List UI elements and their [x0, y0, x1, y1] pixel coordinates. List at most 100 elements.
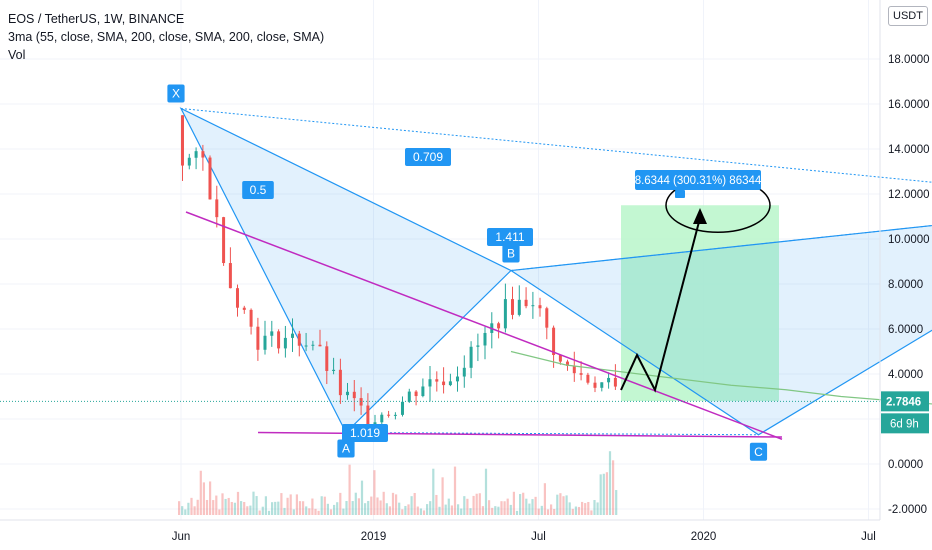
ratio-xb: 0.5 [250, 183, 267, 197]
countdown-label: 6d 9h [890, 418, 919, 430]
price-axis[interactable]: 18.0000 16.0000 14.0000 12.0000 10.0000 8.000… [879, 0, 930, 520]
candle-body [263, 335, 267, 350]
volume-bar [385, 503, 388, 515]
volume-bar [181, 506, 184, 515]
volume-bar [608, 451, 612, 515]
ac-dotted-line [345, 432, 759, 436]
volume-bar [202, 482, 205, 515]
volume-bar [568, 502, 571, 515]
volume-bar [320, 496, 323, 515]
time-tick: 2020 [691, 531, 717, 543]
pattern-labels[interactable]: X A B C 0.5 0.709 1.411 1.019 8.6344 (300.31%) 8… [167, 84, 768, 461]
price-tick: 6.0000 [888, 324, 923, 336]
volume-bar [289, 494, 292, 515]
ratio-ac: 1.019 [350, 426, 380, 440]
volume-bar [522, 492, 525, 515]
volume-bar [190, 497, 193, 515]
volume-bar [336, 502, 339, 515]
volume-bar [187, 502, 190, 515]
volume-bar [559, 493, 562, 515]
volume-bar [515, 510, 519, 515]
volume-bar [401, 509, 404, 515]
candle-body [407, 391, 411, 402]
volume-bar [277, 501, 280, 515]
volume-bar [351, 501, 354, 515]
volume-bar [422, 510, 426, 515]
point-label-a: A [342, 442, 350, 456]
descending-trendline [185, 211, 783, 440]
volume-bar [438, 506, 441, 515]
volume-bar [233, 502, 236, 515]
volume-bar [432, 468, 435, 515]
point-label-x: X [172, 87, 180, 101]
current-price-label: 2.7846 [886, 396, 921, 408]
volume-bar [280, 493, 283, 515]
candle-body [476, 345, 480, 347]
volume-bar [221, 493, 224, 515]
volume-bar [317, 510, 320, 515]
candle-body [558, 355, 562, 362]
candle-body [517, 299, 521, 315]
candle-body [524, 299, 528, 307]
volume-bar [497, 506, 500, 515]
volume-bar [398, 502, 401, 515]
volume-bar [407, 504, 410, 515]
volume-bar [379, 500, 382, 515]
volume-bar [267, 510, 271, 515]
chart-legend: EOS / TetherUS, 1W, BINANCE 3ma (55, clo… [8, 10, 324, 64]
volume-legend[interactable]: Vol [8, 48, 26, 62]
volume-bar [593, 500, 596, 515]
candle-body [442, 381, 446, 386]
volume-bar [314, 508, 317, 515]
candle-body [338, 369, 342, 396]
volume-bar [410, 496, 413, 515]
point-label-c-bg [749, 442, 768, 461]
volume-bar [602, 473, 605, 515]
volume-bar [230, 501, 233, 515]
volume-bar [491, 507, 494, 515]
volume-bar [416, 506, 419, 515]
volume-bar [345, 501, 348, 515]
volume-bar [599, 474, 602, 515]
volume-bar [258, 510, 261, 515]
candle-body [345, 391, 349, 396]
candle-body [332, 369, 336, 371]
candle-body [318, 344, 322, 347]
volume-bar [419, 508, 422, 515]
candle-body [325, 346, 329, 371]
volume-bar [212, 500, 215, 515]
symbol-title[interactable]: EOS / TetherUS, 1W, BINANCE [8, 12, 185, 26]
indicator-legend[interactable]: 3ma (55, close, SMA, 200, close, SMA, 20… [8, 30, 325, 44]
volume-bar [463, 496, 466, 515]
volume-bar [209, 481, 212, 515]
candle-body [579, 373, 583, 375]
volume-bar [354, 492, 357, 515]
candle-body [180, 115, 184, 166]
price-tick: 10.0000 [888, 234, 930, 246]
volume-bar [329, 509, 333, 515]
currency-badge[interactable]: USDT [888, 6, 928, 26]
time-axis[interactable]: Jun2019Jul2020Jul2021Jul2022Jul [0, 519, 932, 543]
candle-body [565, 361, 569, 366]
candle-body [290, 333, 294, 338]
candle-body [242, 307, 246, 310]
volume-bar [478, 493, 481, 515]
ma-line [510, 350, 932, 405]
volume-bar [444, 504, 447, 515]
ratio-xb-bg [242, 181, 274, 199]
harmonic-pattern[interactable] [179, 107, 932, 436]
volume-bar [574, 506, 577, 515]
candle-body [607, 377, 611, 383]
volume-bar [227, 497, 230, 515]
volume-bar [503, 501, 506, 515]
candle-body [304, 345, 308, 347]
candle-body [455, 376, 459, 382]
price-tick: 0.0000 [888, 459, 923, 471]
volume-bar [395, 494, 398, 515]
arrow-head [693, 208, 707, 224]
candle-body [228, 263, 232, 289]
candle-body [311, 344, 315, 346]
volume-bar [283, 507, 286, 515]
candle-body [483, 332, 487, 346]
